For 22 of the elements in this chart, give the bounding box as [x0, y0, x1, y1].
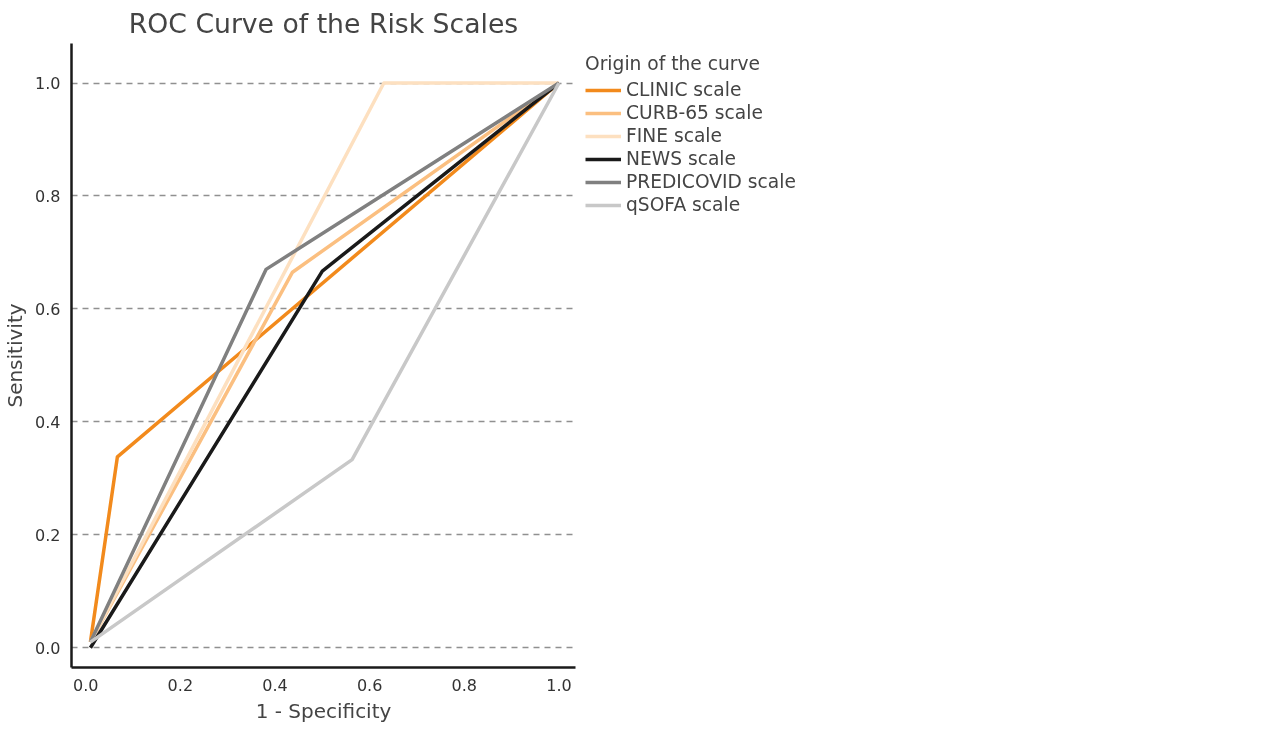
y-tick-label: 0.0 [35, 638, 61, 658]
y-axis-title: Sensitivity [3, 303, 28, 408]
legend-label: FINE scale [626, 125, 722, 146]
y-tick-label: 0.8 [35, 186, 61, 206]
x-axis-title: 1 - Specificity [255, 698, 392, 723]
x-tick-label: 1.0 [546, 675, 572, 695]
legend-title: Origin of the curve [585, 53, 762, 74]
legend-label: PREDICOVID scale [626, 171, 796, 192]
legend-label: qSOFA scale [626, 194, 741, 215]
legend-label: CURB-65 scale [626, 102, 763, 123]
x-tick-label: 0.0 [72, 675, 99, 695]
chart-title: ROC Curve of the Risk Scales [128, 7, 519, 39]
x-tick-label: 0.6 [356, 675, 383, 695]
legend-label: CLINIC scale [626, 79, 742, 100]
y-tick-label: 0.4 [35, 412, 61, 432]
y-tick-label: 1.0 [35, 74, 61, 94]
legend-label: NEWS scale [626, 148, 737, 169]
x-tick-label: 0.2 [167, 675, 194, 695]
y-tick-label: 0.2 [35, 525, 61, 545]
y-tick-label: 0.6 [35, 299, 61, 319]
x-tick-label: 0.4 [262, 675, 288, 695]
x-tick-label: 0.8 [451, 675, 478, 695]
